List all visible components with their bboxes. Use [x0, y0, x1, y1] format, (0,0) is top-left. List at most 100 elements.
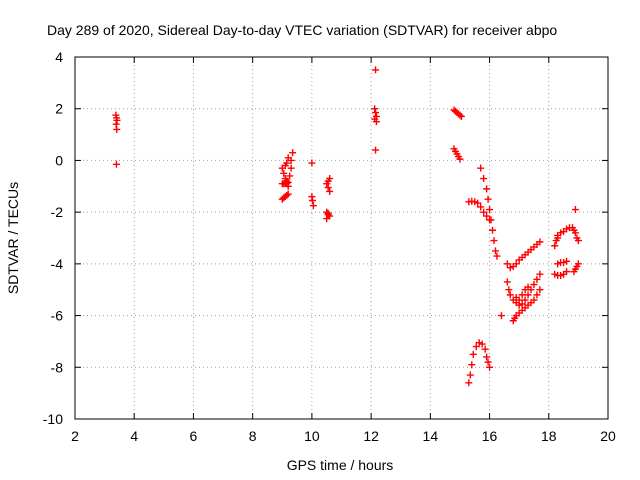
data-point: [113, 125, 121, 133]
data-point: [284, 154, 292, 162]
data-point: [478, 340, 486, 348]
data-point: [324, 184, 332, 192]
y-tick-label: -4: [51, 256, 64, 272]
data-point: [480, 208, 488, 216]
x-tick-label: 12: [363, 428, 379, 444]
data-point: [536, 238, 544, 246]
y-axis-label: SDTVAR / TECUs: [5, 182, 21, 294]
data-point: [308, 159, 316, 167]
y-tick-label: -6: [51, 308, 64, 324]
data-point: [515, 296, 523, 304]
data-point: [286, 172, 294, 180]
data-point: [372, 146, 380, 154]
data-point: [289, 149, 297, 157]
data-point: [574, 237, 582, 245]
x-tick-label: 16: [482, 428, 498, 444]
data-point: [372, 109, 380, 117]
x-axis-label: GPS time / hours: [287, 457, 394, 473]
data-point: [503, 278, 511, 286]
data-point: [474, 199, 482, 207]
data-point: [113, 116, 121, 124]
chart-title: Day 289 of 2020, Sidereal Day-to-day VTE…: [47, 22, 557, 38]
data-point: [505, 286, 513, 294]
data-point: [326, 187, 334, 195]
grid: [75, 57, 608, 419]
data-point: [457, 112, 465, 120]
data-point: [323, 215, 331, 223]
data-point: [536, 286, 544, 294]
data-point: [563, 257, 571, 265]
data-point: [524, 283, 532, 291]
data-point: [283, 191, 291, 199]
data-point: [468, 361, 476, 369]
y-tick-label: 0: [55, 152, 63, 168]
data-point: [574, 260, 582, 268]
data-point: [371, 105, 379, 113]
y-tick-label: -2: [51, 204, 64, 220]
data-point: [533, 291, 541, 299]
data-point: [518, 291, 526, 299]
y-tick-label: -8: [51, 359, 64, 375]
data-point: [551, 242, 559, 250]
data-point: [456, 155, 464, 163]
data-point: [287, 164, 295, 172]
data-point: [283, 159, 291, 167]
y-tick-label: 4: [55, 49, 63, 65]
data-point: [489, 226, 497, 234]
data-point: [533, 275, 541, 283]
data-point: [530, 296, 538, 304]
x-tick-label: 2: [71, 428, 79, 444]
data-point: [491, 247, 499, 255]
data-point: [487, 216, 495, 224]
data-point: [486, 363, 494, 371]
data-point: [477, 164, 485, 172]
data-point: [481, 345, 489, 353]
axis-ticks: 2 4 6 8 10 12 14 16 18 20 -10 -8 -6 -4 -2 0 2 4: [43, 49, 616, 444]
data-point: [571, 229, 579, 237]
data-point: [490, 237, 498, 245]
data-point: [465, 379, 473, 387]
data-point: [484, 358, 492, 366]
data-point: [112, 160, 120, 168]
data-point: [554, 234, 562, 242]
data-point: [308, 197, 316, 205]
data-point: [521, 296, 529, 304]
data-point: [372, 66, 380, 74]
data-point: [472, 343, 480, 351]
data-point: [480, 175, 488, 183]
data-point: [524, 291, 532, 299]
data-point: [486, 206, 494, 214]
data-point: [456, 111, 464, 119]
data-point: [571, 206, 579, 214]
data-point: [283, 177, 291, 185]
data-point: [506, 291, 514, 299]
data-point: [530, 281, 538, 289]
data-point: [372, 118, 380, 126]
data-point: [466, 371, 474, 379]
x-tick-label: 14: [423, 428, 439, 444]
y-tick-label: 2: [55, 101, 63, 117]
data-point: [309, 202, 317, 210]
data-point: [518, 300, 526, 308]
data-point: [497, 312, 505, 320]
data-point: [469, 350, 477, 358]
plot-frame: [74, 56, 609, 420]
x-tick-label: 20: [600, 428, 616, 444]
x-tick-label: 6: [190, 428, 198, 444]
data-point: [483, 212, 491, 220]
data-point: [326, 175, 334, 183]
data-point: [483, 353, 491, 361]
data-point: [503, 260, 511, 268]
data-point: [477, 203, 485, 211]
x-tick-label: 10: [304, 428, 320, 444]
data-point: [280, 169, 288, 177]
data-point: [536, 270, 544, 278]
data-point: [484, 195, 492, 203]
data-points: [112, 66, 582, 387]
data-point: [483, 185, 491, 193]
data-point: [324, 211, 332, 219]
x-tick-label: 8: [249, 428, 257, 444]
x-tick-label: 4: [130, 428, 138, 444]
x-tick-label: 18: [541, 428, 557, 444]
